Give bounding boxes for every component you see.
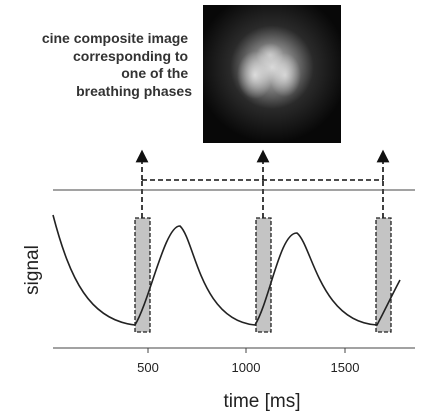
annotation-line: cine composite image — [42, 30, 188, 46]
annotation-line: breathing phases — [76, 83, 192, 99]
figure: cine composite image corresponding to on… — [0, 0, 425, 415]
x-ticks — [148, 348, 345, 353]
annotation-line: one of the — [121, 65, 188, 81]
x-tick-label: 1500 — [331, 360, 360, 375]
arrows — [142, 156, 383, 218]
windows — [135, 218, 391, 332]
annotation: cine composite image corresponding to on… — [42, 30, 192, 99]
annotation-line: corresponding to — [73, 48, 188, 64]
x-axis-label: time [ms] — [223, 391, 300, 412]
signal-curve — [53, 215, 400, 325]
cine-image — [203, 5, 341, 143]
x-tick-label: 1000 — [232, 360, 261, 375]
y-axis-label: signal — [22, 245, 43, 295]
x-tick-label: 500 — [137, 360, 159, 375]
